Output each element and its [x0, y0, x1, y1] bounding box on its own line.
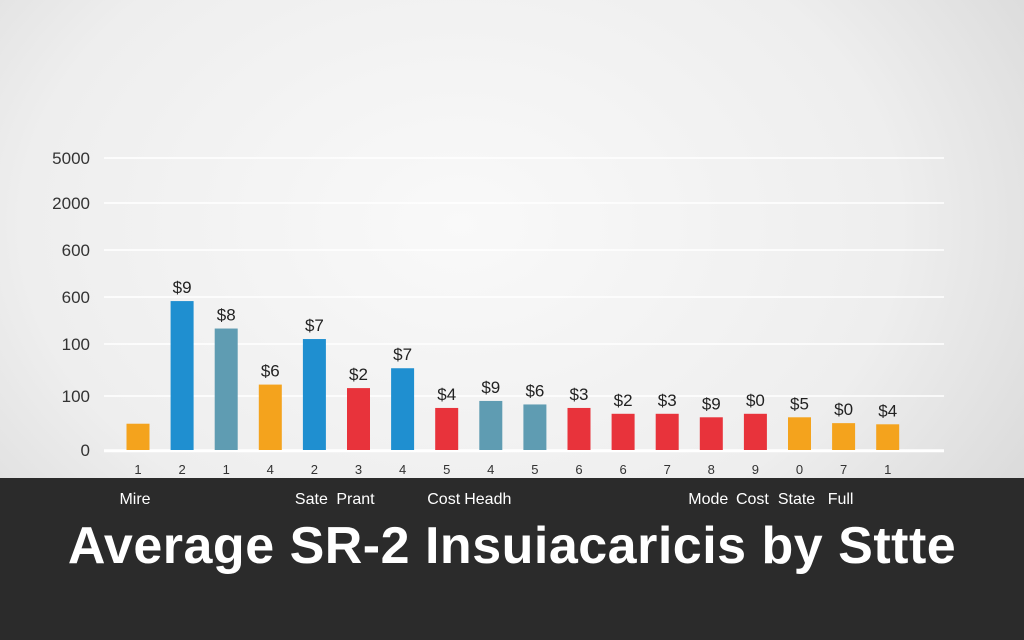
x-tick-label: 7	[840, 462, 847, 477]
bar-value-label: $6	[525, 381, 544, 400]
x-tick-label: 1	[884, 462, 891, 477]
bar	[788, 417, 811, 450]
y-tick-label: 600	[62, 241, 90, 260]
bar-value-label: $2	[614, 391, 633, 410]
bar-chart: 5000 2000 600 600 100 100 0 $9 $8 $6 $7 $2 $7 $4 $9 $6…	[52, 149, 900, 477]
title-banner: Mire Sate Prant Cost Headh Mode Cost State Full …	[0, 478, 1024, 640]
x-tick-label: 5	[531, 462, 538, 477]
bar-value-label: $3	[570, 385, 589, 404]
bar-chart-canvas: 5000 2000 600 600 100 100 0 $9 $8 $6 $7 $2 $7 $4 $9 $6…	[52, 149, 900, 477]
y-tick-label: 100	[62, 387, 90, 406]
x-tick-label: 9	[752, 462, 759, 477]
bar	[435, 407, 459, 450]
y-tick-label: 100	[62, 335, 90, 354]
category-label: Mode	[688, 491, 729, 508]
x-tick-label: 1	[134, 462, 141, 477]
category-label: Prant	[336, 491, 375, 508]
y-tick-label: 2000	[52, 194, 90, 213]
x-tick-label: 6	[575, 462, 582, 477]
bar-value-label: $6	[261, 362, 280, 381]
chart-title: Average SR-2 Insuiacaricis by Sttte	[67, 517, 957, 575]
bar	[302, 339, 326, 450]
bar	[655, 413, 679, 450]
x-tick-label: 7	[664, 462, 671, 477]
bar-value-label: $5	[790, 394, 809, 413]
x-tick-label: 4	[487, 462, 494, 477]
bar-value-label: $8	[217, 306, 236, 325]
y-tick-label: 0	[81, 441, 90, 460]
bar	[479, 400, 503, 450]
bar	[391, 368, 415, 450]
x-tick-label: 4	[399, 462, 406, 477]
bar-value-label: $0	[834, 400, 853, 419]
x-tick-label: 6	[619, 462, 626, 477]
bar-value-label: $7	[393, 345, 412, 364]
bar	[170, 301, 194, 450]
category-label: Headh	[464, 491, 512, 508]
bar-value-label: $9	[481, 378, 500, 397]
bar	[699, 417, 723, 450]
x-tick-label: 1	[223, 462, 230, 477]
bar	[876, 424, 900, 450]
bar	[523, 404, 547, 450]
bar	[258, 384, 282, 450]
category-label: Full	[827, 491, 854, 508]
bar-value-label: $9	[173, 278, 192, 297]
x-tick-label: 2	[178, 462, 185, 477]
y-tick-label: 5000	[52, 149, 90, 168]
bar	[126, 423, 150, 450]
category-label: Mire	[119, 491, 151, 508]
category-label: Cost	[427, 491, 461, 508]
bar	[832, 423, 856, 450]
bar-value-label: $4	[878, 401, 897, 420]
category-label: Sate	[294, 491, 328, 508]
bar	[611, 413, 635, 450]
bar-value-label: $2	[349, 365, 368, 384]
bar	[214, 328, 238, 450]
bar-value-label: $7	[305, 316, 324, 335]
bar	[743, 413, 767, 450]
category-label: Cost	[735, 491, 769, 508]
x-tick-label: 8	[708, 462, 715, 477]
bar-value-label: $3	[658, 391, 677, 410]
bar-value-label: $0	[746, 391, 765, 410]
x-tick-label: 0	[796, 462, 803, 477]
bar	[347, 388, 370, 450]
x-tick-label: 3	[355, 462, 362, 477]
bar-value-label: $9	[702, 394, 721, 413]
x-tick-label: 2	[311, 462, 318, 477]
x-tick-label: 5	[443, 462, 450, 477]
x-tick-label: 4	[267, 462, 274, 477]
bar	[567, 407, 591, 450]
y-tick-label: 600	[62, 288, 90, 307]
category-label: State	[777, 491, 816, 508]
bar-value-label: $4	[437, 385, 456, 404]
